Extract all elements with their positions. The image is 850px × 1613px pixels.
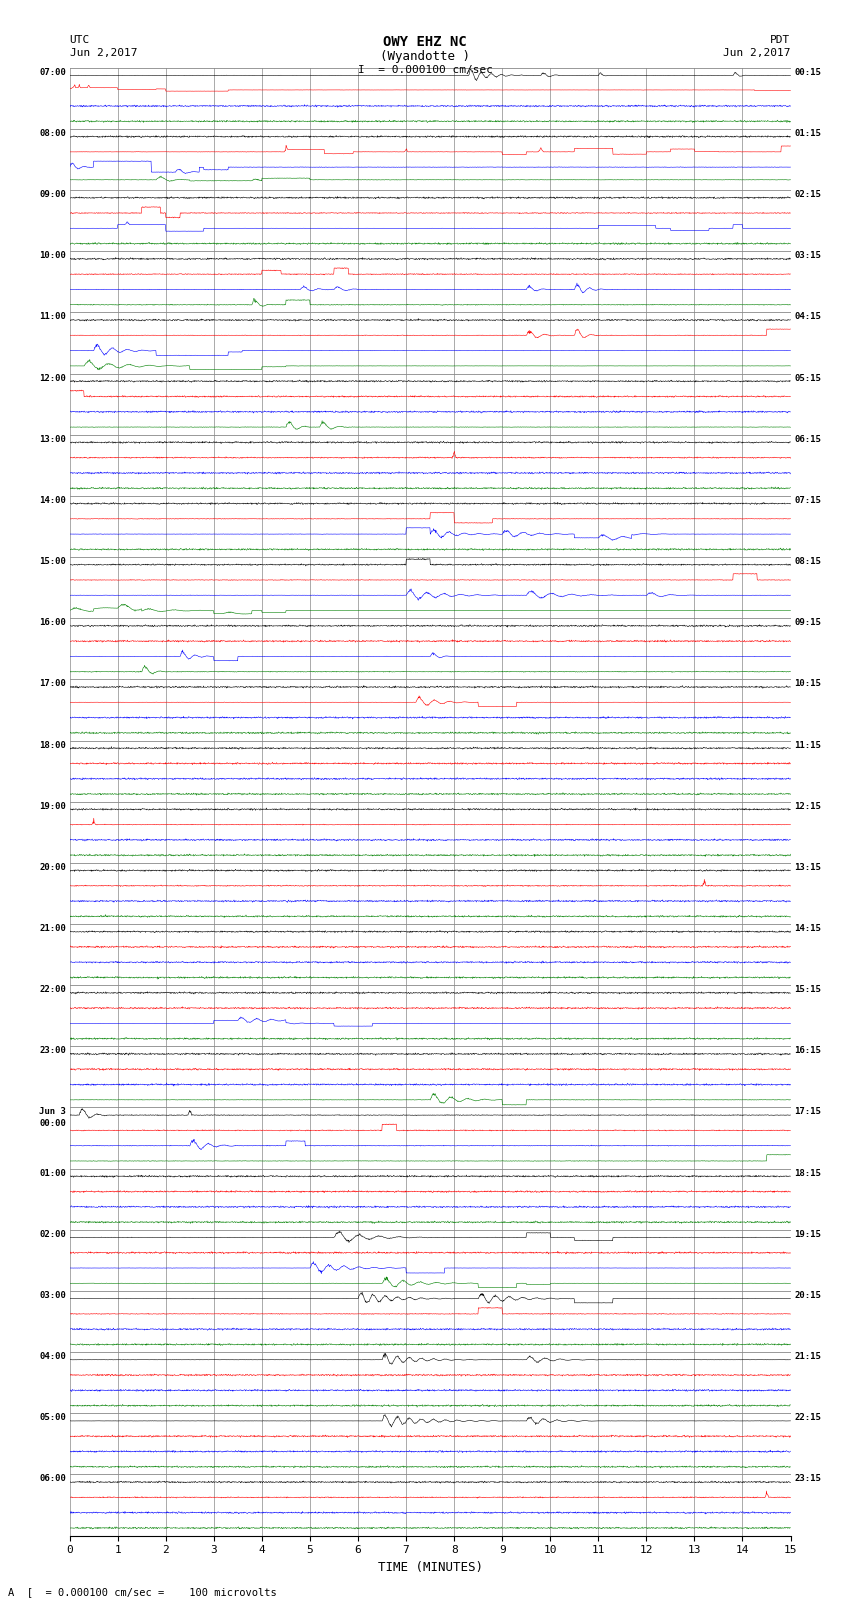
Text: 21:00: 21:00 bbox=[39, 924, 66, 932]
Text: 18:00: 18:00 bbox=[39, 740, 66, 750]
Text: 17:00: 17:00 bbox=[39, 679, 66, 689]
Text: 13:15: 13:15 bbox=[794, 863, 821, 871]
Text: 06:15: 06:15 bbox=[794, 436, 821, 444]
Text: Jun 3: Jun 3 bbox=[39, 1108, 66, 1116]
Text: 09:15: 09:15 bbox=[794, 618, 821, 627]
Text: 20:00: 20:00 bbox=[39, 863, 66, 871]
Text: 16:00: 16:00 bbox=[39, 618, 66, 627]
Text: 23:00: 23:00 bbox=[39, 1047, 66, 1055]
Text: UTC: UTC bbox=[70, 35, 90, 45]
Text: 11:15: 11:15 bbox=[794, 740, 821, 750]
X-axis label: TIME (MINUTES): TIME (MINUTES) bbox=[377, 1561, 483, 1574]
Text: 15:15: 15:15 bbox=[794, 986, 821, 994]
Text: 03:00: 03:00 bbox=[39, 1290, 66, 1300]
Text: (Wyandotte ): (Wyandotte ) bbox=[380, 50, 470, 63]
Text: 17:15: 17:15 bbox=[794, 1108, 821, 1116]
Text: 03:15: 03:15 bbox=[794, 252, 821, 260]
Text: 16:15: 16:15 bbox=[794, 1047, 821, 1055]
Text: 04:00: 04:00 bbox=[39, 1352, 66, 1361]
Text: 04:15: 04:15 bbox=[794, 313, 821, 321]
Text: Jun 2,2017: Jun 2,2017 bbox=[723, 48, 791, 58]
Text: 02:00: 02:00 bbox=[39, 1229, 66, 1239]
Text: 08:15: 08:15 bbox=[794, 556, 821, 566]
Text: 05:00: 05:00 bbox=[39, 1413, 66, 1423]
Text: 02:15: 02:15 bbox=[794, 190, 821, 198]
Text: 08:00: 08:00 bbox=[39, 129, 66, 137]
Text: PDT: PDT bbox=[770, 35, 790, 45]
Text: 10:15: 10:15 bbox=[794, 679, 821, 689]
Text: 20:15: 20:15 bbox=[794, 1290, 821, 1300]
Text: 14:00: 14:00 bbox=[39, 495, 66, 505]
Text: 21:15: 21:15 bbox=[794, 1352, 821, 1361]
Text: 01:00: 01:00 bbox=[39, 1168, 66, 1177]
Text: 12:00: 12:00 bbox=[39, 374, 66, 382]
Text: 18:15: 18:15 bbox=[794, 1168, 821, 1177]
Text: A  [  = 0.000100 cm/sec =    100 microvolts: A [ = 0.000100 cm/sec = 100 microvolts bbox=[8, 1587, 277, 1597]
Text: 11:00: 11:00 bbox=[39, 313, 66, 321]
Text: 19:00: 19:00 bbox=[39, 802, 66, 811]
Text: OWY EHZ NC: OWY EHZ NC bbox=[383, 35, 467, 50]
Text: 22:00: 22:00 bbox=[39, 986, 66, 994]
Text: 14:15: 14:15 bbox=[794, 924, 821, 932]
Text: Jun 2,2017: Jun 2,2017 bbox=[70, 48, 137, 58]
Text: I  = 0.000100 cm/sec: I = 0.000100 cm/sec bbox=[358, 65, 492, 74]
Text: 00:15: 00:15 bbox=[794, 68, 821, 77]
Text: 23:15: 23:15 bbox=[794, 1474, 821, 1484]
Text: 06:00: 06:00 bbox=[39, 1474, 66, 1484]
Text: 22:15: 22:15 bbox=[794, 1413, 821, 1423]
Text: 00:00: 00:00 bbox=[39, 1119, 66, 1127]
Text: 19:15: 19:15 bbox=[794, 1229, 821, 1239]
Text: 07:00: 07:00 bbox=[39, 68, 66, 77]
Text: 13:00: 13:00 bbox=[39, 436, 66, 444]
Text: 01:15: 01:15 bbox=[794, 129, 821, 137]
Text: 07:15: 07:15 bbox=[794, 495, 821, 505]
Text: 05:15: 05:15 bbox=[794, 374, 821, 382]
Text: 15:00: 15:00 bbox=[39, 556, 66, 566]
Text: 09:00: 09:00 bbox=[39, 190, 66, 198]
Text: 10:00: 10:00 bbox=[39, 252, 66, 260]
Text: 12:15: 12:15 bbox=[794, 802, 821, 811]
